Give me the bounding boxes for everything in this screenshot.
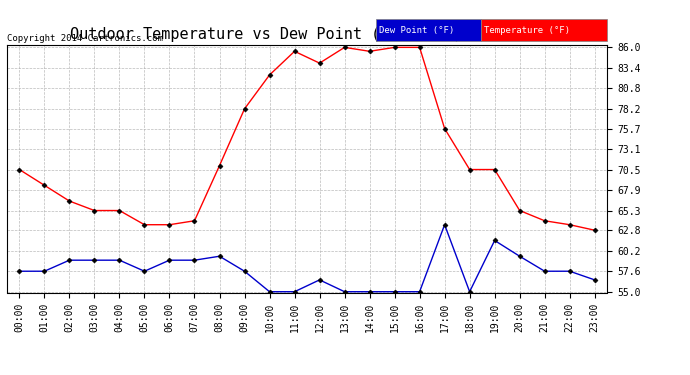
Text: Temperature (°F): Temperature (°F) bbox=[484, 26, 570, 34]
Title: Outdoor Temperature vs Dew Point (24 Hours) 20140801: Outdoor Temperature vs Dew Point (24 Hou… bbox=[70, 27, 544, 42]
Text: Dew Point (°F): Dew Point (°F) bbox=[379, 26, 454, 34]
FancyBboxPatch shape bbox=[481, 19, 607, 41]
FancyBboxPatch shape bbox=[376, 19, 481, 41]
Text: Copyright 2014 Cartronics.com: Copyright 2014 Cartronics.com bbox=[7, 33, 163, 42]
